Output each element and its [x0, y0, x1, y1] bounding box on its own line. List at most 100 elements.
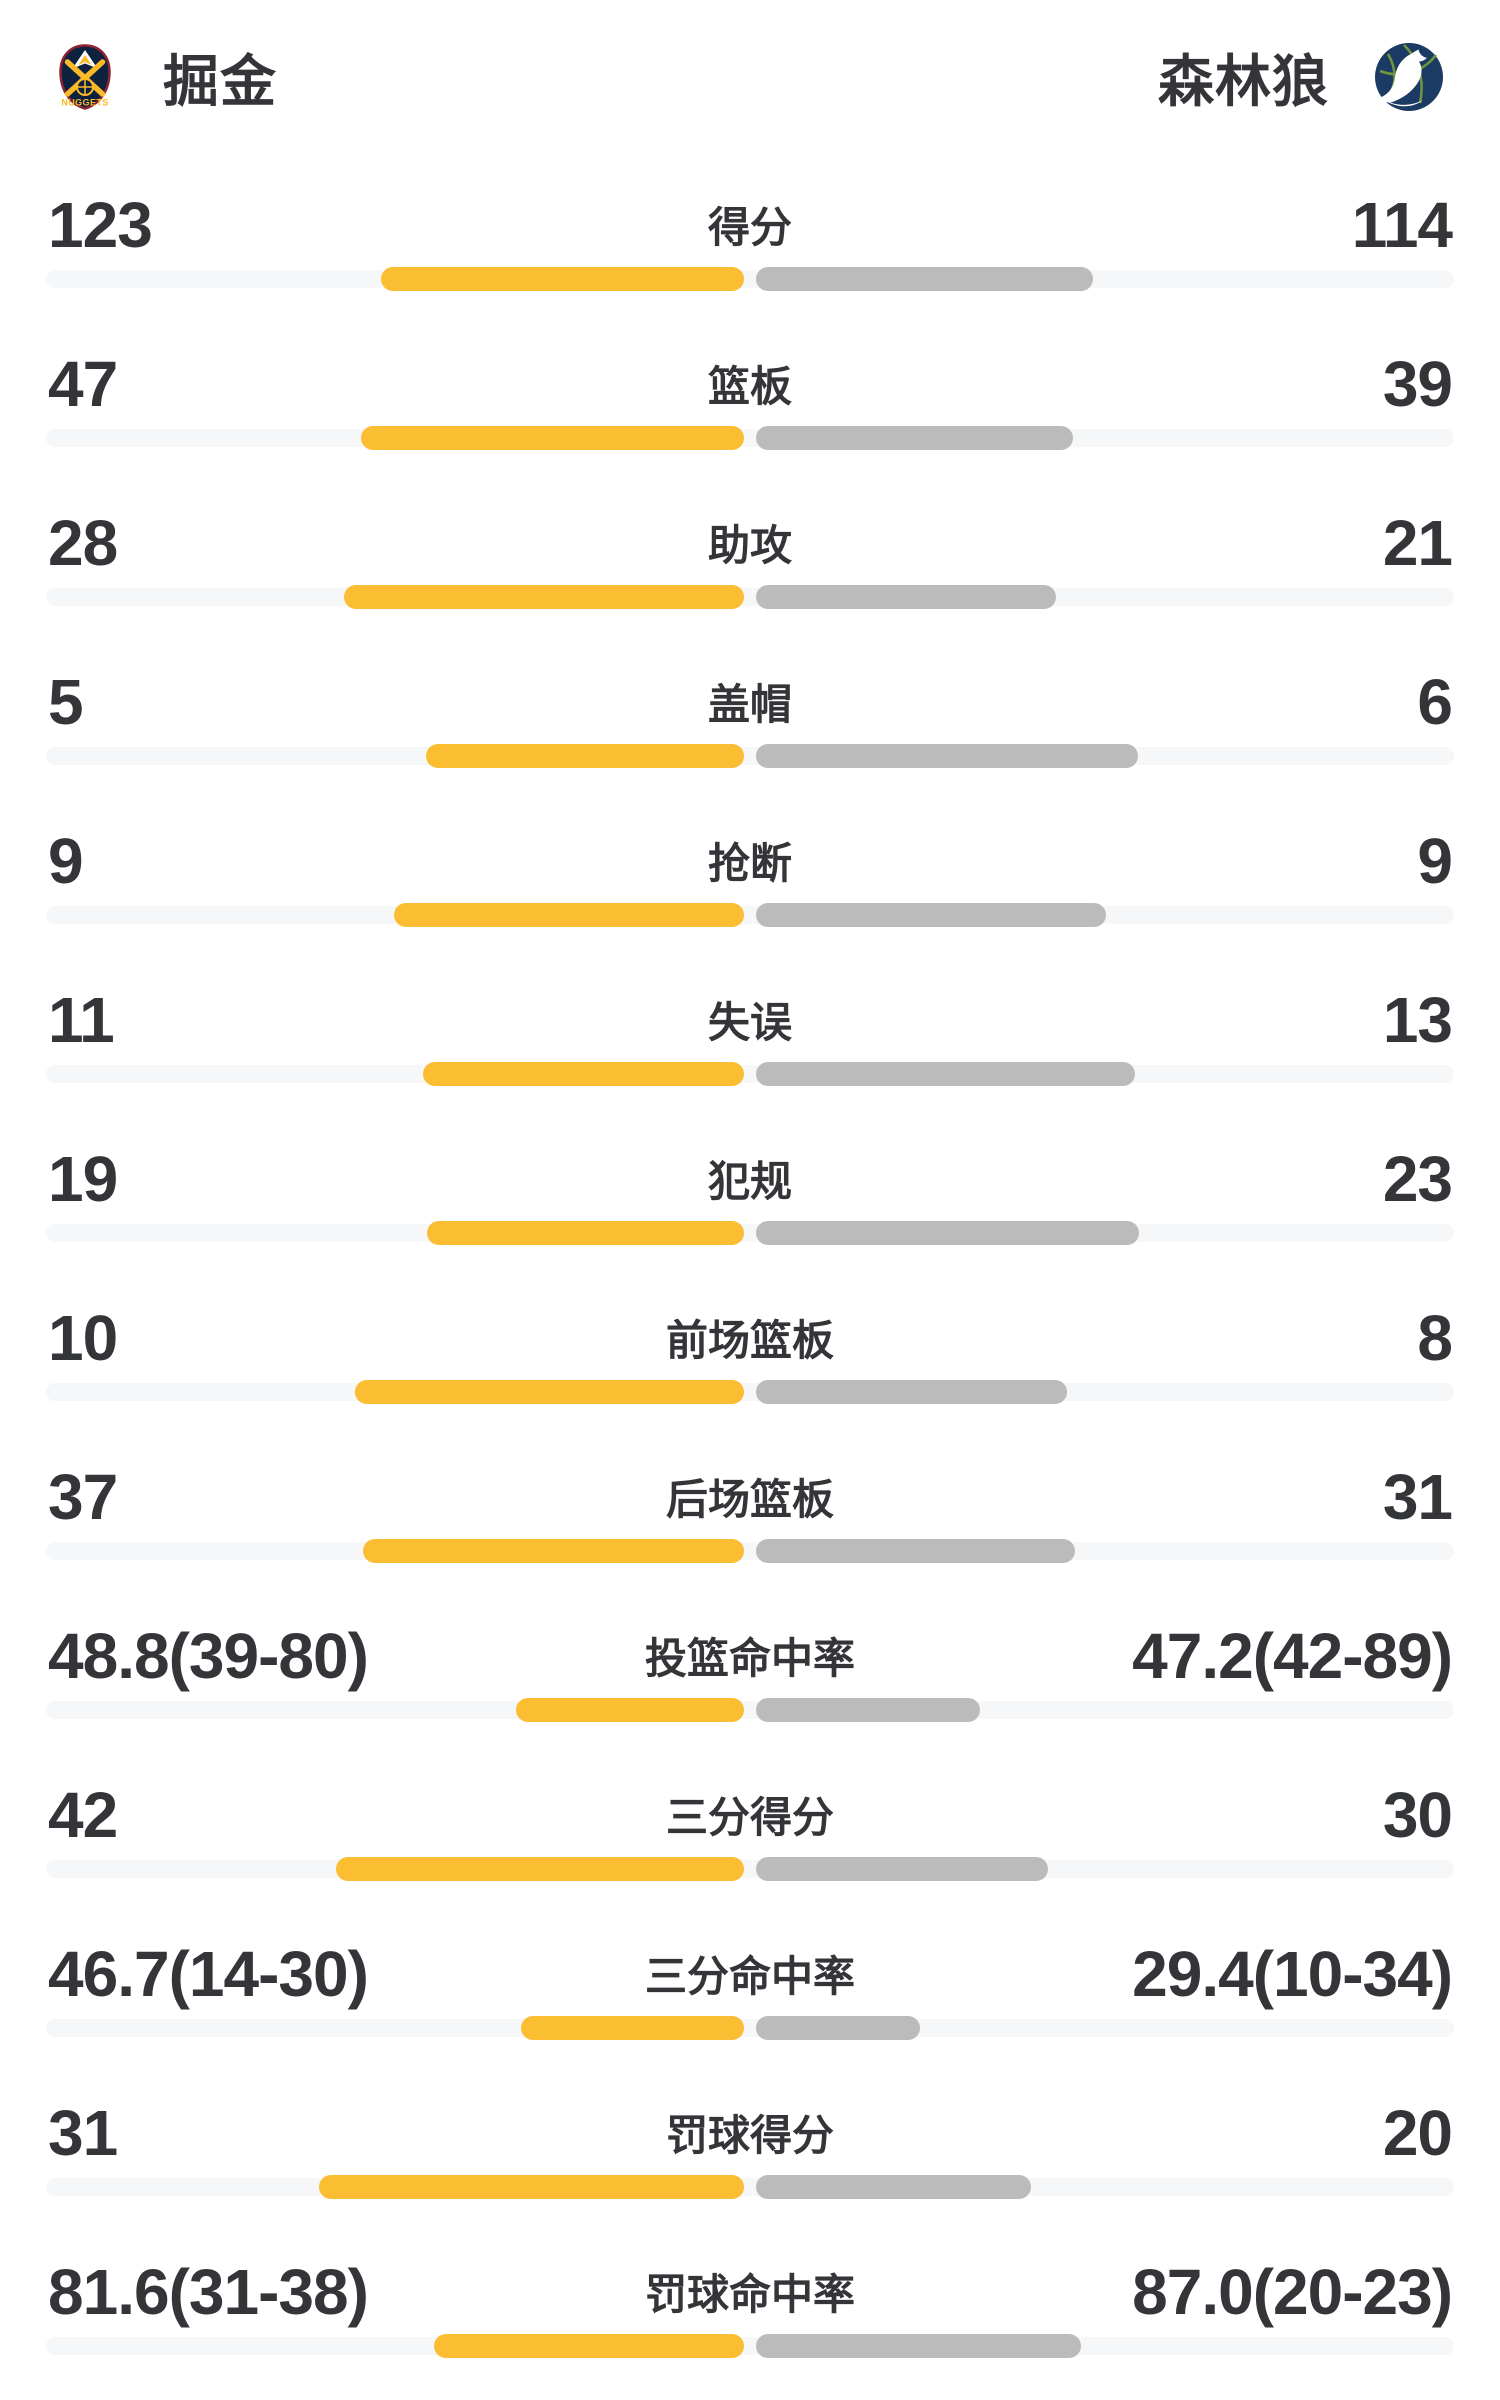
stat-label: 得分: [707, 204, 792, 251]
stat-values-line: 46.7(14-30) 三分命中率 29.4(10-34): [48, 1938, 1453, 2010]
stat-values-line: 9 抢断 9: [48, 825, 1453, 897]
timberwolves-logo-icon: [1375, 43, 1443, 111]
away-bar: [756, 1539, 1076, 1563]
stat-bar-track: [46, 2016, 1454, 2040]
away-bar: [756, 744, 1138, 768]
home-value: 123: [48, 189, 153, 261]
home-bar: [393, 903, 744, 927]
stat-label: 三分得分: [665, 1794, 834, 1841]
stat-row: 48.8(39-80) 投篮命中率 47.2(42-89): [46, 1579, 1454, 1738]
stat-label: 盖帽: [707, 681, 792, 728]
away-value: 30: [1382, 1779, 1453, 1851]
away-bar: [756, 2334, 1081, 2358]
stat-row: 37 后场篮板 31: [46, 1420, 1454, 1579]
away-value: 31: [1382, 1461, 1453, 1533]
away-value: 47.2(42-89): [1132, 1620, 1453, 1692]
away-bar: [756, 1062, 1136, 1086]
stat-label: 三分命中率: [644, 1953, 855, 2000]
stat-row: 5 盖帽 6: [46, 625, 1454, 784]
away-bar: [756, 2175, 1031, 2199]
stat-values-line: 5 盖帽 6: [48, 666, 1453, 738]
home-value: 37: [48, 1461, 118, 1533]
stat-values-line: 19 犯规 23: [48, 1143, 1453, 1215]
home-value: 28: [48, 507, 118, 579]
stat-bar-track: [46, 1857, 1454, 1881]
stat-label: 抢断: [707, 840, 792, 887]
stat-row: 123 得分 114: [46, 148, 1454, 307]
home-bar: [427, 1221, 744, 1245]
away-value: 8: [1417, 1302, 1453, 1374]
nuggets-logo-icon: NUGGETS: [59, 44, 111, 110]
away-team-header: 森林狼: [1158, 37, 1445, 118]
stat-values-line: 47 篮板 39: [48, 348, 1453, 420]
svg-text:NUGGETS: NUGGETS: [61, 98, 108, 108]
home-value: 9: [48, 825, 84, 897]
stat-bar-track: [46, 585, 1454, 609]
home-bar: [381, 267, 744, 291]
away-bar: [756, 1221, 1139, 1245]
stat-bar-track: [46, 2175, 1454, 2199]
stat-bar-track: [46, 2334, 1454, 2358]
home-bar: [361, 426, 744, 450]
stat-values-line: 81.6(31-38) 罚球命中率 87.0(20-23): [48, 2256, 1453, 2328]
stat-label: 失误: [707, 999, 792, 1046]
away-value: 9: [1417, 825, 1453, 897]
home-bar: [335, 1857, 744, 1881]
home-value: 47: [48, 348, 118, 420]
home-bar: [433, 2334, 744, 2358]
away-value: 20: [1382, 2097, 1453, 2169]
stat-values-line: 31 罚球得分 20: [48, 2097, 1453, 2169]
stat-bar-track: [46, 744, 1454, 768]
stat-bar-track: [46, 1380, 1454, 1404]
home-bar: [425, 744, 744, 768]
home-value: 5: [48, 666, 84, 738]
stat-row: 42 三分得分 30: [46, 1738, 1454, 1897]
home-value: 10: [48, 1302, 118, 1374]
stat-label: 前场篮板: [665, 1317, 834, 1364]
home-bar: [516, 1698, 744, 1722]
stat-values-line: 11 失误 13: [48, 984, 1453, 1056]
stat-bar-track: [46, 426, 1454, 450]
away-bar: [756, 903, 1107, 927]
home-value: 42: [48, 1779, 118, 1851]
stat-row: 47 篮板 39: [46, 307, 1454, 466]
stat-row: 9 抢断 9: [46, 784, 1454, 943]
home-value: 46.7(14-30): [48, 1938, 369, 2010]
stat-row: 46.7(14-30) 三分命中率 29.4(10-34): [46, 1897, 1454, 2056]
stat-values-line: 48.8(39-80) 投篮命中率 47.2(42-89): [48, 1620, 1453, 1692]
stat-bar-track: [46, 1221, 1454, 1245]
stat-row: 19 犯规 23: [46, 1102, 1454, 1261]
away-bar: [756, 267, 1093, 291]
home-value: 11: [48, 984, 115, 1056]
away-bar: [756, 1380, 1068, 1404]
stat-label: 篮板: [707, 363, 792, 410]
stats-list: 123 得分 114 47 篮板 39 28 助攻: [46, 148, 1454, 2374]
stat-bar-track: [46, 1539, 1454, 1563]
stat-row: 31 罚球得分 20: [46, 2056, 1454, 2215]
away-bar: [756, 2016, 921, 2040]
away-value: 13: [1382, 984, 1453, 1056]
home-bar: [422, 1062, 744, 1086]
stat-label: 助攻: [707, 522, 792, 569]
stat-label: 罚球命中率: [644, 2271, 855, 2318]
home-value: 81.6(31-38): [48, 2256, 369, 2328]
stat-row: 11 失误 13: [46, 943, 1454, 1102]
stat-label: 投篮命中率: [644, 1635, 855, 1682]
home-bar: [344, 585, 744, 609]
stat-values-line: 123 得分 114: [48, 189, 1453, 261]
home-bar: [520, 2016, 744, 2040]
home-value: 31: [48, 2097, 118, 2169]
stat-values-line: 37 后场篮板 31: [48, 1461, 1453, 1533]
away-bar: [756, 1698, 980, 1722]
stat-label: 犯规: [707, 1158, 792, 1205]
home-bar: [319, 2175, 744, 2199]
stat-row: 10 前场篮板 8: [46, 1261, 1454, 1420]
stat-bar-track: [46, 1698, 1454, 1722]
stat-values-line: 10 前场篮板 8: [48, 1302, 1453, 1374]
stat-bar-track: [46, 903, 1454, 927]
away-value: 29.4(10-34): [1132, 1938, 1453, 2010]
away-value: 114: [1351, 189, 1453, 261]
away-value: 39: [1382, 348, 1453, 420]
home-team-header: NUGGETS 掘金: [55, 37, 277, 118]
home-value: 19: [48, 1143, 118, 1215]
